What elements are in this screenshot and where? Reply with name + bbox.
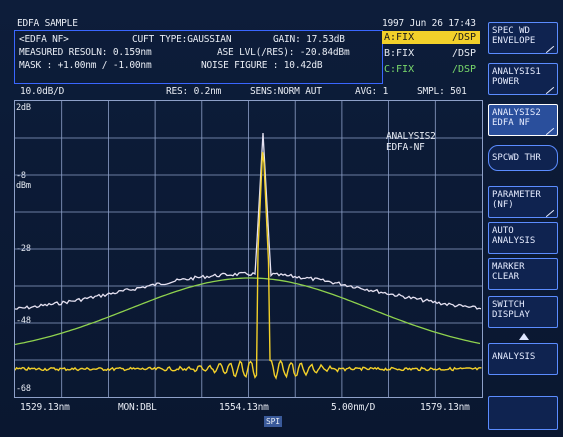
softkey-analysis1-power[interactable]: ANALYSIS1 POWER — [488, 63, 558, 95]
noise-figure: NOISE FIGURE : 10.42dB — [201, 60, 323, 71]
measurement-header: <EDFA NF> CUFT TYPE:GAUSSIAN GAIN: 17.53… — [14, 30, 383, 84]
trace-a-status[interactable]: A:FIX /DSP — [382, 31, 480, 44]
softkey-analysis2-edfa-nf[interactable]: ANALYSIS2 EDFA NF — [488, 104, 558, 136]
measured-resolution: MEASURED RESOLN: 0.159nm — [19, 47, 152, 58]
average-readout: AVG: 1 — [355, 86, 389, 97]
mask-setting: MASK : +1.00nm / -1.00nm — [19, 60, 152, 71]
page-up-arrow-icon — [519, 333, 529, 340]
resolution-readout: RES: 0.2nm — [166, 86, 222, 97]
softkey-marker-clear[interactable]: MARKER CLEAR — [488, 258, 558, 290]
plot-grid — [15, 101, 482, 397]
trace-c-status[interactable]: C:FIX /DSP — [384, 64, 477, 75]
scale-readout: 10.0dB/D — [20, 86, 65, 97]
y-tick-48: -48 — [16, 316, 31, 326]
mode-label: <EDFA NF> — [19, 34, 69, 45]
spectrum-svg — [15, 101, 482, 397]
sampling-readout: SMPL: 501 — [417, 86, 467, 97]
y-top-label: 2dB — [16, 103, 31, 113]
trace-c-curve-fit — [15, 277, 481, 346]
softkey-switch-display[interactable]: SWITCH DISPLAY — [488, 296, 558, 328]
curve-fit-type: CUFT TYPE:GAUSSIAN — [132, 34, 232, 45]
sensitivity-readout: SENS:NORM AUT — [250, 86, 322, 97]
softkey-blank[interactable] — [488, 396, 558, 430]
x-center-label: 1554.13nm — [219, 402, 269, 413]
monitor-label: MON:DBL — [118, 402, 157, 413]
trace-a-spectrum — [15, 151, 482, 380]
analysis-annotation-1: ANALYSIS2 — [386, 131, 436, 142]
spectrum-plot[interactable]: ANALYSIS2 EDFA-NF — [14, 100, 483, 398]
x-start-label: 1529.13nm — [20, 402, 70, 413]
y-ref-label: -8 — [16, 171, 26, 181]
datetime: 1997 Jun 26 17:43 — [382, 18, 476, 29]
screen-title: EDFA SAMPLE — [17, 18, 78, 29]
softkey-spcwd-thr[interactable]: SPCWD THR — [488, 145, 558, 171]
x-stop-label: 1579.13nm — [420, 402, 470, 413]
y-tick-68: -68 — [16, 384, 31, 394]
softkey-analysis[interactable]: ANALYSIS — [488, 343, 558, 375]
softkey-parameter-nf[interactable]: PARAMETER (NF) — [488, 186, 558, 218]
x-span-label: 5.00nm/D — [331, 402, 376, 413]
analysis-annotation-2: EDFA-NF — [386, 142, 425, 153]
y-unit-label: dBm — [16, 181, 31, 191]
trace-b-status[interactable]: B:FIX /DSP — [384, 48, 477, 59]
softkey-auto-analysis[interactable]: AUTO ANALYSIS — [488, 222, 558, 254]
softkey-spec-wd-envelope[interactable]: SPEC WD ENVELOPE — [488, 22, 558, 54]
spi-indicator: SPI — [264, 416, 282, 427]
gain-value: GAIN: 17.53dB — [273, 34, 345, 45]
trace-status-panel: A:FIX /DSP B:FIX /DSP C:FIX /DSP — [382, 30, 482, 82]
trace-b-spectrum — [15, 132, 482, 310]
ase-level: ASE LVL(/RES): -20.84dBm — [217, 47, 350, 58]
